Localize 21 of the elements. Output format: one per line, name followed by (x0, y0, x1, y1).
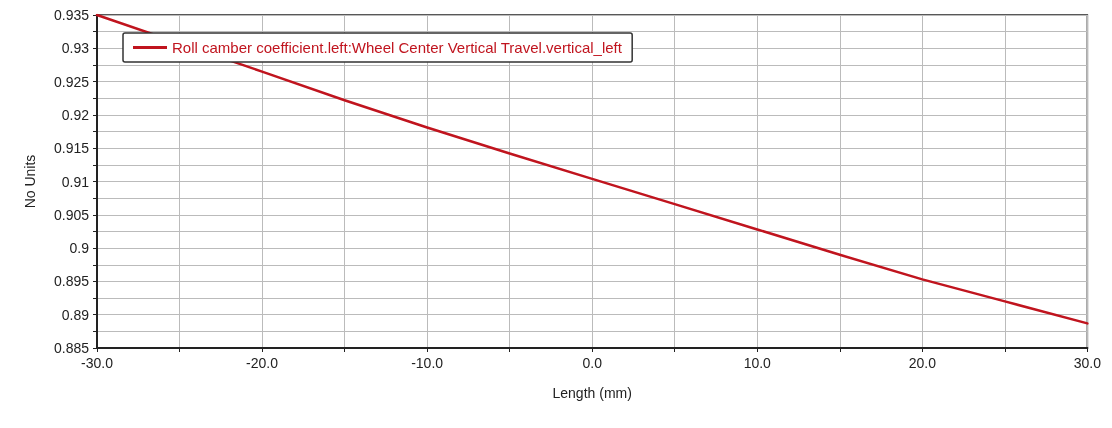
x-tick-label: 20.0 (908, 355, 937, 371)
y-axis-title: No Units (22, 154, 38, 209)
y-tick-label: 0.935 (53, 7, 90, 23)
y-tick-label: 0.925 (53, 73, 90, 90)
x-axis-title: Length (mm) (552, 385, 632, 401)
legend-label: Roll camber coefficient.left:Wheel Center Vertical Travel.vertical_left (172, 39, 623, 56)
x-tick-label: -30.0 (81, 355, 114, 371)
y-tick-label: 0.93 (61, 40, 90, 57)
x-tick-label: -10.0 (411, 355, 444, 371)
y-tick-label: 0.915 (53, 140, 90, 157)
y-tick-label: 0.89 (61, 306, 90, 323)
x-tick-label: 30.0 (1073, 355, 1102, 371)
y-tick-label: 0.92 (61, 106, 90, 123)
x-tick-label: -20.0 (246, 355, 279, 371)
x-tick-label: 0.0 (582, 355, 603, 371)
y-tick-label: 0.91 (61, 173, 90, 190)
y-tick-label: 0.895 (53, 273, 90, 290)
y-tick-label: 0.905 (53, 206, 90, 223)
x-tick-label: 10.0 (743, 355, 772, 371)
y-tick-label: 0.9 (69, 240, 90, 257)
y-tick-label: 0.885 (53, 340, 90, 356)
